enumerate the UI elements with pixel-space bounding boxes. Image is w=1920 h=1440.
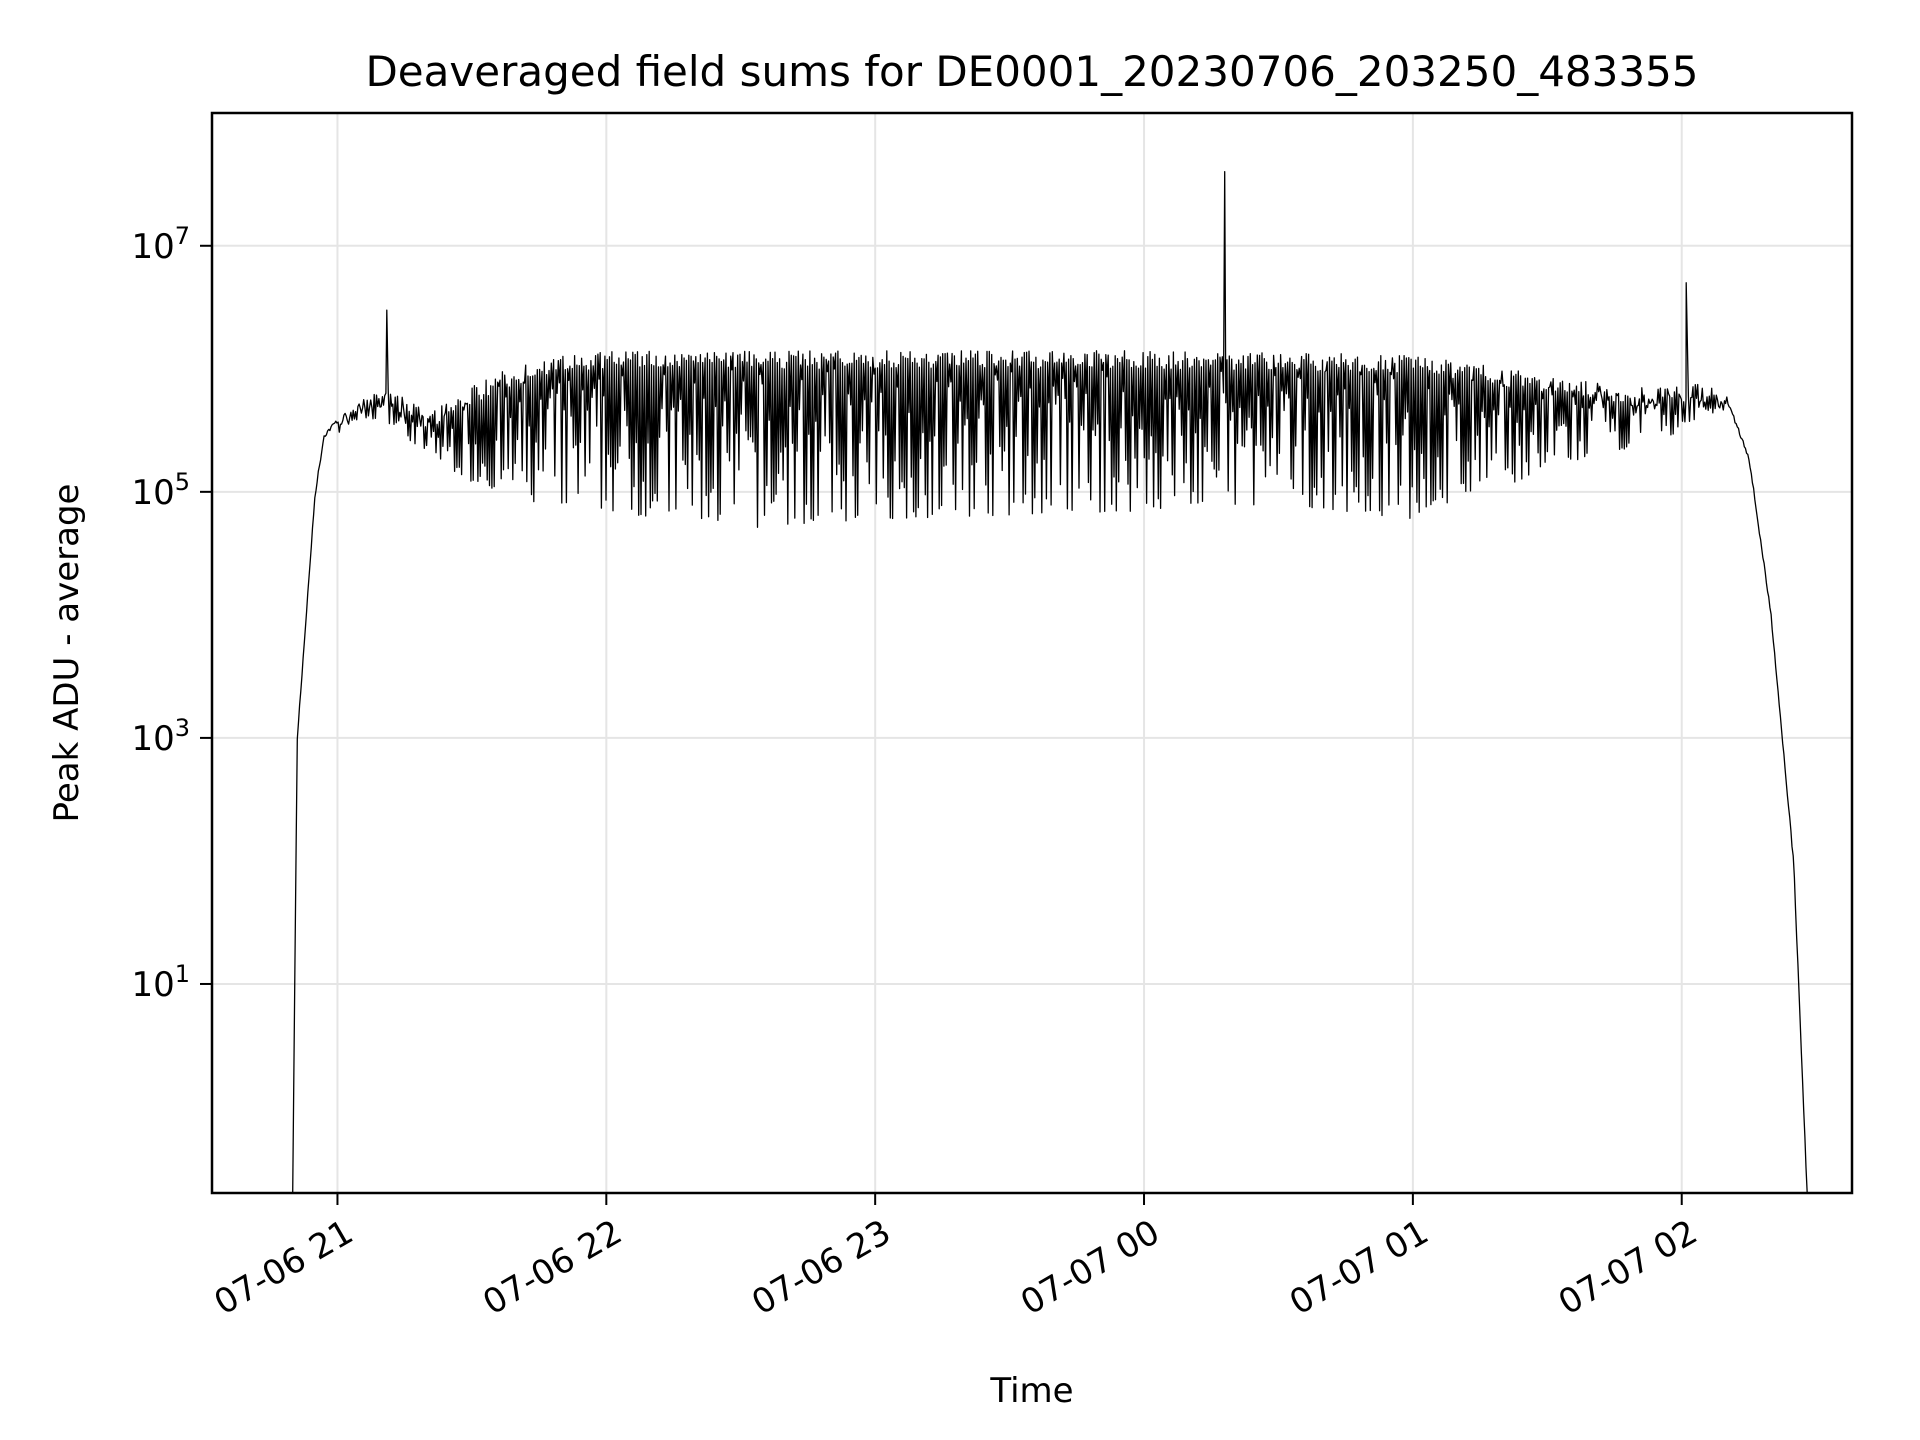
- plot-frame: [210, 111, 1854, 1195]
- y-axis: 101 103 105 107: [131, 222, 212, 1005]
- y-tick-label: 107: [131, 222, 190, 267]
- x-axis-label: Time: [989, 1371, 1073, 1411]
- x-tick-label: 07-07 01: [1283, 1212, 1435, 1323]
- x-tick-label: 07-06 21: [208, 1212, 360, 1323]
- y-tick-label: 101: [131, 960, 190, 1005]
- y-tick-label: 105: [131, 468, 190, 513]
- grid-layer: [212, 113, 1852, 1193]
- x-tick-label: 07-06 22: [476, 1212, 628, 1323]
- x-tick-label: 07-07 02: [1552, 1212, 1704, 1323]
- x-axis: 07-06 21 07-06 22 07-06 23 07-07 00 07-07 01…: [208, 1193, 1704, 1323]
- chart-title: Deaveraged field sums for DE0001_2023070…: [365, 47, 1698, 96]
- y-tick-label: 103: [131, 714, 190, 759]
- x-tick-label: 07-06 23: [745, 1212, 897, 1323]
- y-axis-label: Peak ADU - average: [47, 484, 87, 823]
- series-line: [292, 171, 1808, 1194]
- x-tick-label: 07-07 00: [1014, 1212, 1166, 1323]
